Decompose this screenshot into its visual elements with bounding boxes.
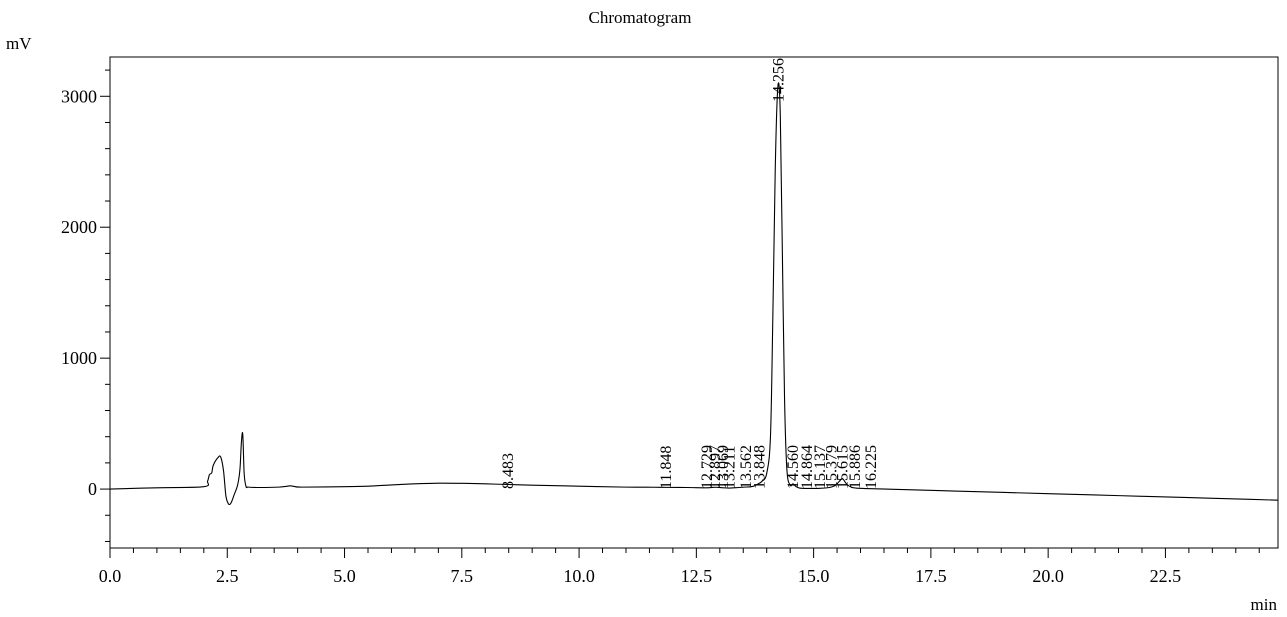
x-tick-label: 12.5 (681, 566, 713, 586)
plot-frame (109, 56, 1279, 549)
x-tick-label: 20.0 (1032, 566, 1064, 586)
peak-label: 15.615 (835, 445, 852, 489)
peak-label: 14.560 (785, 445, 802, 489)
trace-layer (109, 82, 1279, 506)
x-tick-label: 0.0 (99, 566, 122, 586)
peak-label: 12.897 (707, 445, 724, 489)
y-tick-label: 3000 (61, 86, 97, 106)
x-axis-ticks: 0.0 2.5 5.0 7.5 10.0 12.5 15.0 17.5 20.0 22.5 (99, 548, 1260, 586)
y-tick-label: 2000 (61, 217, 97, 237)
peak-label: 11.848 (658, 446, 675, 489)
peak-label: 16.225 (863, 445, 880, 489)
chart-title: Chromatogram (589, 8, 692, 27)
chromatogram-trace (109, 82, 1279, 506)
y-tick-label: 1000 (61, 348, 97, 368)
x-tick-label: 7.5 (451, 566, 474, 586)
peak-label: 15.886 (847, 445, 864, 489)
y-axis-ticks: 0 1000 2000 3000 (61, 69, 110, 542)
x-tick-label: 10.0 (563, 566, 595, 586)
y-axis-unit-label: mV (6, 34, 32, 53)
peak-label: 12.729 (699, 445, 716, 489)
peak-label: 13.069 (715, 445, 732, 489)
x-tick-label: 17.5 (915, 566, 947, 586)
peak-label: 15.137 (812, 445, 829, 489)
x-axis-unit-label: min (1251, 595, 1278, 614)
peak-label: 15.379 (823, 445, 840, 489)
peak-label: 8.483 (500, 453, 517, 489)
peak-label: 14.256 (771, 58, 788, 102)
x-tick-label: 22.5 (1150, 566, 1182, 586)
peak-label: 13.211 (722, 446, 739, 489)
peak-label: 14.864 (799, 445, 816, 489)
x-tick-label: 15.0 (798, 566, 830, 586)
x-tick-label: 5.0 (333, 566, 356, 586)
peak-label: 13.562 (738, 445, 755, 489)
x-tick-label: 2.5 (216, 566, 239, 586)
peak-label: 13.848 (752, 445, 769, 489)
y-tick-label: 0 (88, 479, 97, 499)
